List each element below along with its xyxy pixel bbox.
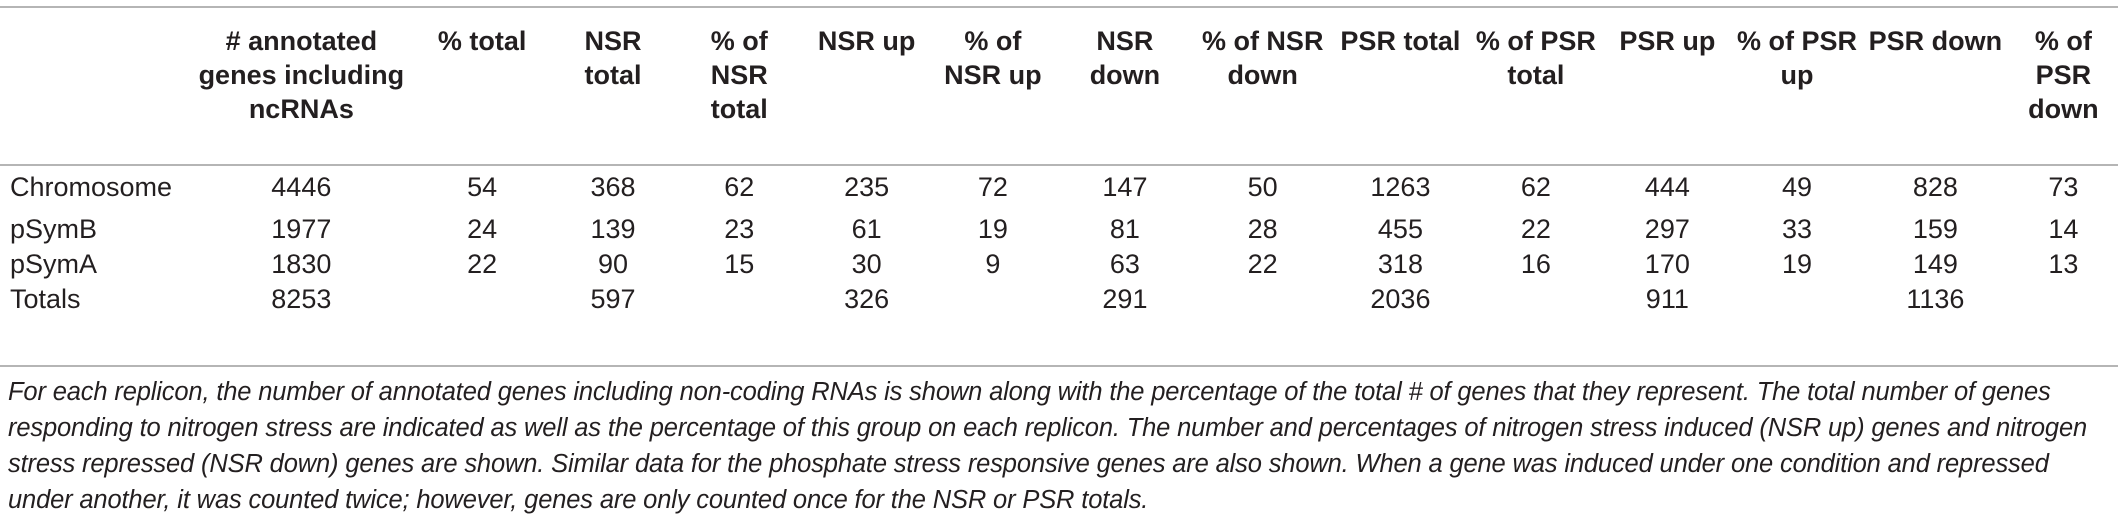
table-top-rule bbox=[0, 6, 2118, 8]
header-row: # annotated genes including ncRNAs % tot… bbox=[0, 8, 2118, 148]
column-header: PSR up bbox=[1619, 26, 1716, 56]
table-cell: 62 bbox=[724, 171, 755, 202]
table-cell: 73 bbox=[2048, 171, 2079, 202]
column-header: PSR down bbox=[1868, 26, 2003, 56]
table-cell: 19 bbox=[977, 213, 1008, 244]
totals-row: Totals 8253 597 326 291 2036 911 1136 bbox=[0, 281, 2118, 316]
table-cell: 13 bbox=[2048, 248, 2079, 279]
table-cell bbox=[2009, 281, 2118, 316]
table-cell bbox=[930, 281, 1056, 316]
table-cell: 597 bbox=[590, 283, 636, 314]
table-cell: 149 bbox=[1912, 248, 1958, 279]
table-cell: 62 bbox=[1520, 171, 1551, 202]
table-cell: 22 bbox=[467, 248, 498, 279]
table-cell bbox=[413, 281, 551, 316]
column-header: % of PSR down bbox=[2028, 26, 2099, 124]
table-cell bbox=[1732, 281, 1862, 316]
table-cell: 911 bbox=[1645, 283, 1689, 314]
table-cell: 14 bbox=[2048, 213, 2079, 244]
column-header: NSR total bbox=[584, 26, 642, 90]
column-header: % of NSR down bbox=[1201, 26, 1324, 90]
table-cell: 291 bbox=[1102, 283, 1148, 314]
table-cell: 28 bbox=[1247, 213, 1278, 244]
row-label: pSymB bbox=[10, 213, 98, 244]
table-row: Chromosome 4446 54 368 62 235 72 147 50 … bbox=[0, 148, 2118, 211]
table-cell: 15 bbox=[724, 248, 755, 279]
table-cell: 61 bbox=[851, 213, 882, 244]
row-label: Chromosome bbox=[10, 171, 173, 202]
row-label: Totals bbox=[10, 283, 81, 314]
table-cell: 1830 bbox=[271, 248, 332, 279]
column-header: % of PSR total bbox=[1475, 26, 1596, 90]
table-cell: 1977 bbox=[271, 213, 332, 244]
table-cell: 4446 bbox=[271, 171, 332, 202]
table-row: pSymB 1977 24 139 23 61 19 81 28 455 22 … bbox=[0, 211, 2118, 246]
table-cell: 30 bbox=[851, 248, 882, 279]
column-header bbox=[0, 8, 189, 148]
table-cell: 2036 bbox=[1370, 283, 1431, 314]
table-cell: 318 bbox=[1377, 248, 1423, 279]
column-header: NSR up bbox=[817, 26, 916, 56]
table-cell: 24 bbox=[467, 213, 498, 244]
column-header: PSR total bbox=[1340, 26, 1461, 56]
table-cell: 455 bbox=[1377, 213, 1423, 244]
table-cell: 9 bbox=[985, 248, 1001, 279]
table-cell: 23 bbox=[724, 213, 755, 244]
table-cell: 22 bbox=[1247, 248, 1278, 279]
table-cell bbox=[675, 281, 804, 316]
table-cell: 19 bbox=[1782, 248, 1813, 279]
table-bottom-rule bbox=[0, 365, 2118, 367]
table-cell: 368 bbox=[590, 171, 636, 202]
table-cell: 16 bbox=[1520, 248, 1551, 279]
table-cell bbox=[1469, 281, 1602, 316]
table-cell: 54 bbox=[467, 171, 498, 202]
table-cell: 159 bbox=[1912, 213, 1958, 244]
table-cell: 8253 bbox=[271, 283, 332, 314]
table-cell: 49 bbox=[1782, 171, 1813, 202]
table-cell: 326 bbox=[844, 283, 890, 314]
row-label: pSymA bbox=[10, 248, 98, 279]
table-cell: 170 bbox=[1644, 248, 1690, 279]
table-cell: 1136 bbox=[1906, 283, 1965, 314]
column-header: % of NSR total bbox=[710, 26, 768, 124]
column-header: # annotated genes including ncRNAs bbox=[198, 26, 405, 124]
table-cell: 1263 bbox=[1370, 171, 1431, 202]
table-cell: 235 bbox=[844, 171, 890, 202]
table-cell: 81 bbox=[1109, 213, 1140, 244]
table-cell: 444 bbox=[1644, 171, 1690, 202]
table-cell: 33 bbox=[1782, 213, 1813, 244]
table-cell: 147 bbox=[1102, 171, 1148, 202]
table-cell: 22 bbox=[1520, 213, 1551, 244]
table-cell: 828 bbox=[1912, 171, 1958, 202]
table-cell: 72 bbox=[977, 171, 1008, 202]
table-cell: 63 bbox=[1109, 248, 1140, 279]
column-header: NSR down bbox=[1089, 26, 1161, 90]
table-cell bbox=[1194, 281, 1332, 316]
table-row: pSymA 1830 22 90 15 30 9 63 22 318 16 17… bbox=[0, 246, 2118, 281]
table-cell: 297 bbox=[1644, 213, 1690, 244]
table-footnote: For each replicon, the number of annotat… bbox=[8, 378, 2088, 514]
replicon-gene-table: # annotated genes including ncRNAs % tot… bbox=[0, 8, 2118, 316]
header-bottom-rule bbox=[0, 164, 2118, 166]
column-header: % of NSR up bbox=[944, 26, 1042, 90]
table-cell: 139 bbox=[590, 213, 636, 244]
table-cell: 90 bbox=[597, 248, 628, 279]
column-header: % total bbox=[437, 26, 527, 56]
column-header: % of PSR up bbox=[1737, 26, 1858, 90]
table-cell: 50 bbox=[1247, 171, 1278, 202]
